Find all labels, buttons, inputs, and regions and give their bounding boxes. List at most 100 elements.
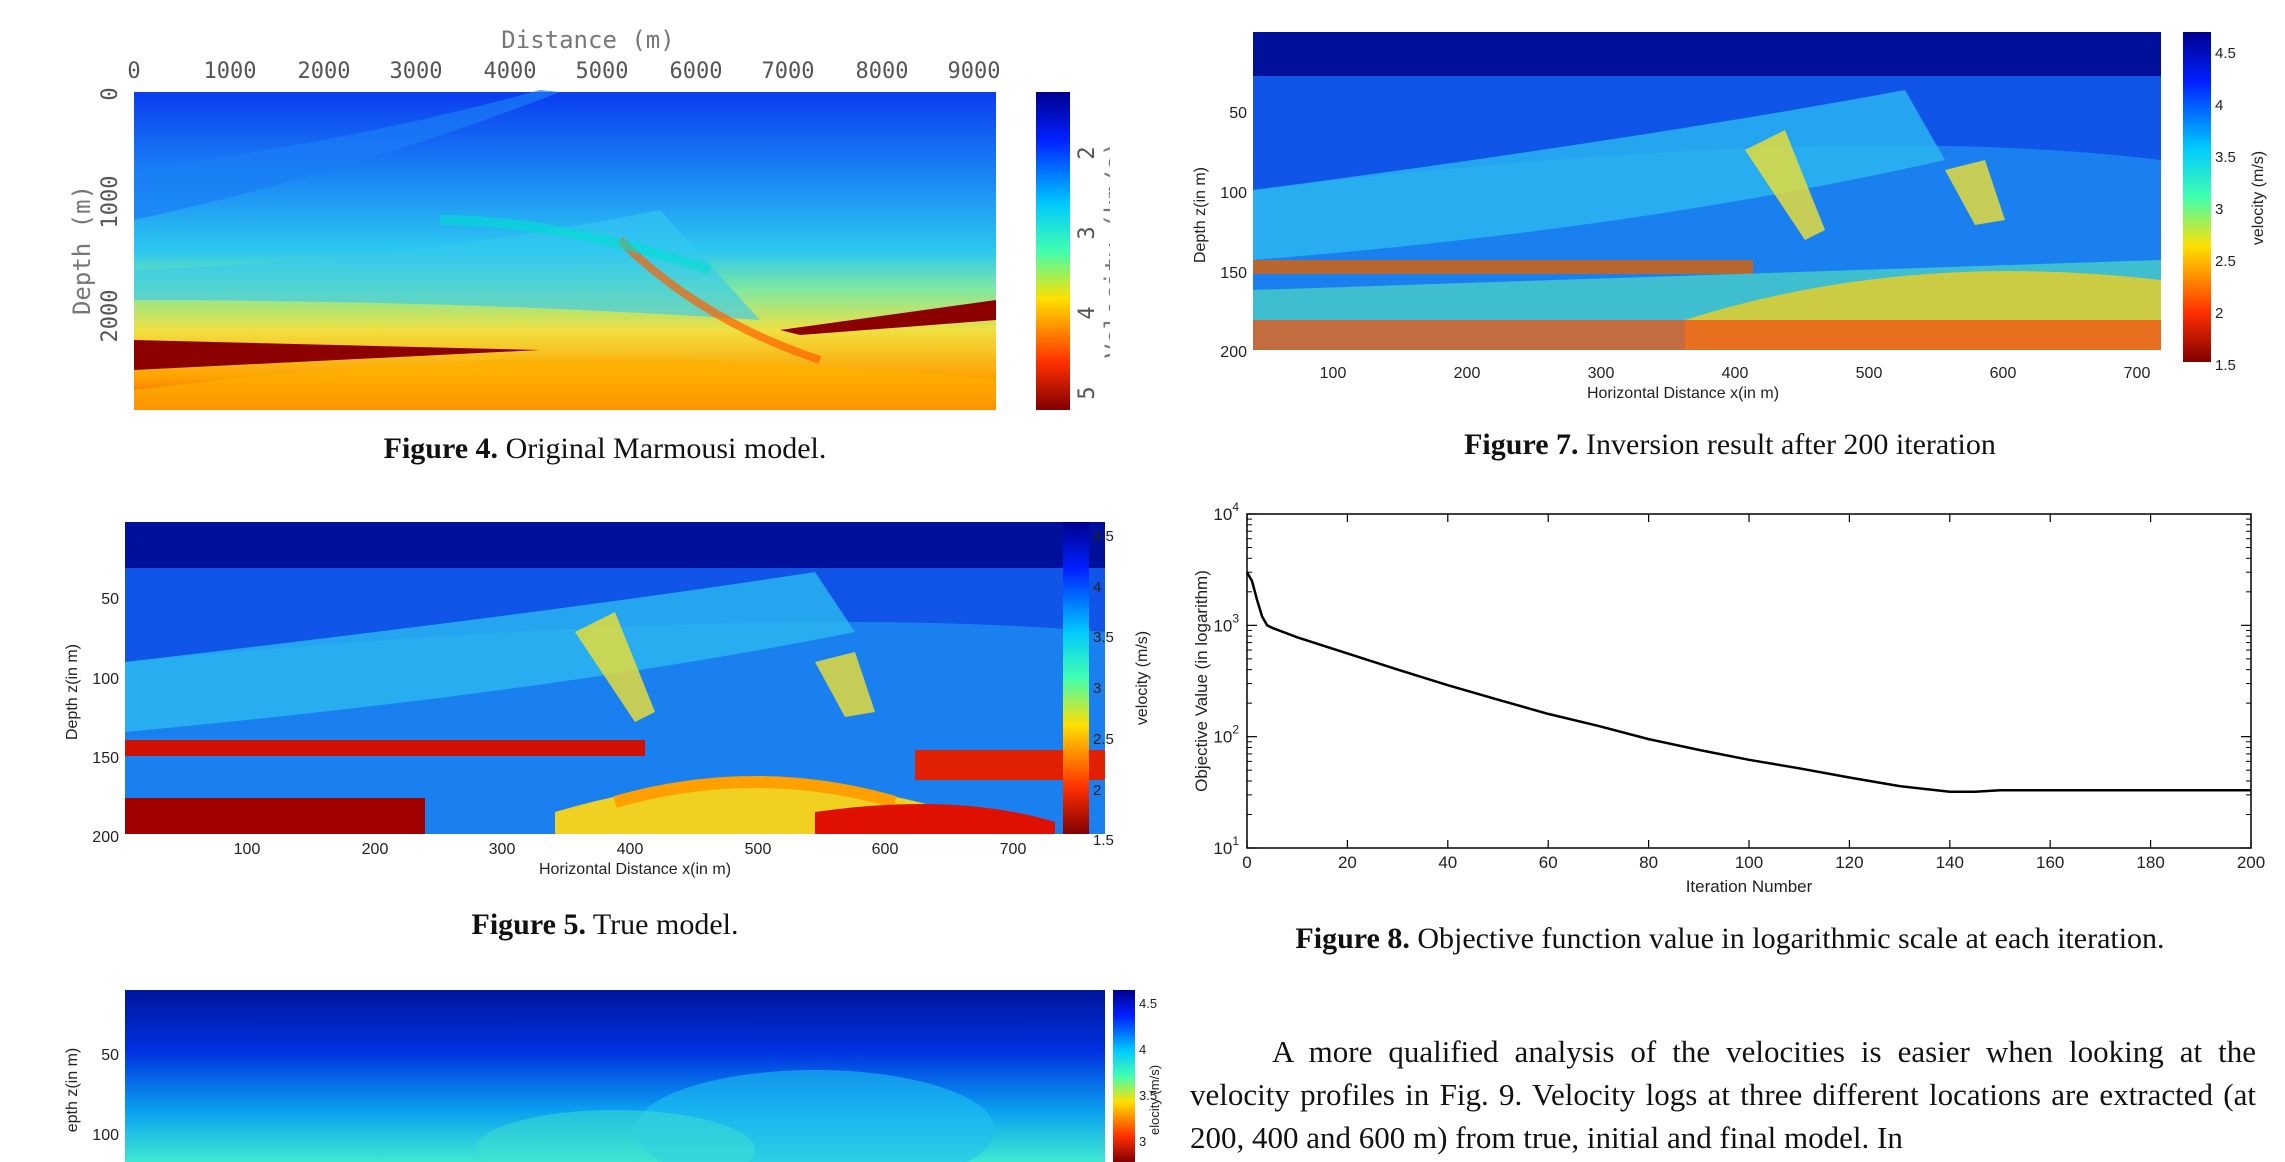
fig8-xtick-label: 200 [2237,853,2265,872]
fig6-ytick: 100 [92,1127,119,1144]
fig7-xtick: 700 [2124,365,2151,382]
fig4-ylabel: Depth (m) [68,185,96,315]
fig7-cbar-tick: 4 [2215,97,2223,114]
fig4-ytick: 2000 [98,290,123,343]
fig7-cbar-tick: 2 [2215,305,2223,322]
fig5-xtick-labels: 100 200 300 400 500 600 700 [234,841,1027,858]
fig7-ylabel: Depth z(in m) [1192,167,1209,263]
fig7-cbar-tick: 3 [2215,201,2223,218]
fig8-xtick-label: 60 [1539,853,1558,872]
fig7-cbar-tick: 4.5 [2215,45,2236,62]
fig5-ylabel: Depth z(in m) [64,644,81,740]
fig6-cbar-tick: 3.5 [1139,1088,1157,1103]
figure-5-true-model: Depth z(in m) 50 100 150 200 100 200 300… [64,522,1151,878]
fig4-xtick: 8000 [856,59,909,84]
fig8-ytick-label: 104 [1213,500,1239,524]
figure-4-marmousi: Distance (m) 0 1000 2000 3000 4000 5000 … [68,26,1110,410]
figure-4-caption-text: Original Marmousi model. [498,432,827,465]
fig8-ytick-label: 101 [1213,834,1239,858]
fig5-cbar-tick: 1.5 [1093,832,1114,849]
fig7-colorbar [2183,32,2211,362]
fig5-colorbar [1063,522,1089,834]
fig5-ytick: 200 [92,829,119,846]
fig7-xtick-labels: 100 200 300 400 500 600 700 [1320,365,2151,382]
figure-4-caption: Figure 4. Original Marmousi model. [60,432,1150,466]
fig7-cbar-label: velocity (m/s) [2250,151,2267,245]
fig6-ylabel: epth z(in m) [64,1048,81,1132]
fig7-ytick: 150 [1220,265,1247,282]
fig6-ytick: 50 [101,1047,119,1064]
fig6-cbar-label: elocity (m/s) [1147,1065,1162,1135]
fig4-ytick-labels: 0 1000 2000 [98,87,123,342]
fig5-cbar-tick: 3 [1093,680,1101,697]
figure-8-caption-label: Figure 8. [1295,922,1410,955]
fig4-cbar-tick: 2 [1075,146,1100,159]
fig8-plot-area [1246,513,2252,849]
fig5-model-image [125,522,1105,834]
fig4-ytick: 0 [98,87,123,100]
fig7-xtick: 400 [1722,365,1749,382]
fig6-cbar-tick: 4 [1139,1042,1146,1057]
fig4-xtick: 6000 [670,59,723,84]
body-paragraph-text: A more qualified analysis of the velocit… [1190,1034,2256,1155]
fig8-series-line [1245,571,2251,794]
figure-7-inversion-result: Depth z(in m) 50 100 150 200 100 200 300… [1192,32,2267,402]
fig5-cbar-tick: 3.5 [1093,629,1114,646]
fig5-xlabel: Horizontal Distance x(in m) [539,861,731,878]
fig7-cbar-tick: 1.5 [2215,357,2236,374]
fig7-model-image [1253,32,2161,350]
fig5-cbar-label: velocity (m/s) [1134,631,1151,725]
fig4-xtick-labels: 0 1000 2000 3000 4000 5000 6000 7000 800… [127,59,1000,84]
fig8-xtick-label: 20 [1338,853,1357,872]
figure-5-caption-label: Figure 5. [471,908,586,941]
fig8-xtick-label: 0 [1242,853,1251,872]
fig5-ytick: 150 [92,750,119,767]
fig5-cbar-tick: 2 [1093,782,1101,799]
fig4-cbar-ticks: 2 3 4 5 [1075,146,1100,399]
fig8-ytick-label: 102 [1213,723,1239,747]
fig4-xtick: 1000 [204,59,257,84]
fig7-ytick: 100 [1220,185,1247,202]
figure-6-initial-model: epth z(in m) 50 100 4.5 4 3.5 3 elocity … [64,990,1162,1162]
fig6-model-image [125,990,1105,1162]
fig8-xtick-label: 40 [1438,853,1457,872]
fig5-cbar-tick: 4 [1093,579,1101,596]
fig5-cbar-tick: 2.5 [1093,731,1114,748]
fig4-xlabel: Distance (m) [501,26,674,54]
fig4-xtick: 0 [127,59,140,84]
fig4-xtick: 5000 [576,59,629,84]
fig8-xtick-label: 120 [1835,853,1863,872]
fig4-xtick: 2000 [298,59,351,84]
fig6-ytick-labels: 50 100 [92,1047,119,1144]
figure-7-caption: Figure 7. Inversion result after 200 ite… [1185,428,2275,462]
fig5-cbar-ticks: 4.5 4 3.5 3 2.5 2 1.5 [1093,528,1114,849]
fig6-cbar-tick: 4.5 [1139,996,1157,1011]
fig5-xtick: 600 [872,841,899,858]
fig5-ytick-labels: 50 100 150 200 [92,591,119,846]
figure-8-caption: Figure 8. Objective function value in lo… [1185,922,2275,956]
fig4-xtick: 3000 [390,59,443,84]
fig5-xtick: 400 [617,841,644,858]
fig8-xtick-label: 180 [2136,853,2164,872]
fig4-colorbar [1036,92,1070,410]
fig5-xtick: 500 [745,841,772,858]
fig4-xtick: 7000 [762,59,815,84]
fig4-cbar-tick: 5 [1075,386,1100,399]
fig7-xtick: 600 [1990,365,2017,382]
figure-5-caption-text: True model. [585,908,739,941]
fig8-xtick-label: 80 [1639,853,1658,872]
fig7-cbar-ticks: 4.5 4 3.5 3 2.5 2 1.5 [2215,45,2236,374]
figure-5-caption: Figure 5. True model. [55,908,1155,942]
figure-8-objective-chart: 0 20 40 60 80 100 120 140 160 180 200101102103104 … [1192,500,2265,896]
fig7-xtick: 200 [1454,365,1481,382]
fig7-xtick: 500 [1856,365,1883,382]
fig5-ytick: 50 [101,591,119,608]
fig8-xlabel: Iteration Number [1686,877,1813,896]
fig5-xtick: 700 [1000,841,1027,858]
fig4-cbar-tick: 4 [1075,306,1100,319]
fig4-model-image [134,90,996,410]
fig7-ytick-labels: 50 100 150 200 [1220,105,1247,361]
fig4-cbar-tick: 3 [1075,226,1100,239]
fig5-xtick: 200 [362,841,389,858]
fig4-xtick: 4000 [484,59,537,84]
